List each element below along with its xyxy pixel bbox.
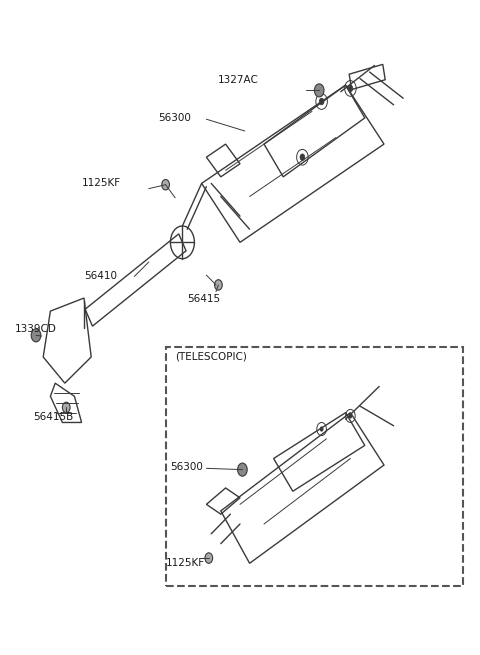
Circle shape	[162, 179, 169, 190]
Text: 1327AC: 1327AC	[217, 75, 258, 85]
Text: 56300: 56300	[170, 462, 203, 472]
Text: 56410: 56410	[84, 271, 117, 282]
Circle shape	[348, 413, 352, 419]
Circle shape	[62, 402, 70, 413]
Text: 1125KF: 1125KF	[166, 558, 205, 569]
Text: (TELESCOPIC): (TELESCOPIC)	[175, 352, 247, 362]
Circle shape	[205, 553, 213, 563]
Circle shape	[320, 426, 324, 432]
Text: 56300: 56300	[158, 113, 191, 123]
Text: 56415: 56415	[187, 294, 220, 305]
Circle shape	[314, 84, 324, 97]
Circle shape	[348, 85, 353, 92]
Circle shape	[215, 280, 222, 290]
Circle shape	[319, 98, 324, 105]
Text: 1339CD: 1339CD	[14, 324, 56, 335]
Text: 1125KF: 1125KF	[82, 178, 121, 189]
Text: 56415B: 56415B	[34, 412, 74, 422]
Circle shape	[238, 463, 247, 476]
Circle shape	[300, 154, 305, 160]
Circle shape	[31, 329, 41, 342]
Bar	[166, 347, 463, 586]
